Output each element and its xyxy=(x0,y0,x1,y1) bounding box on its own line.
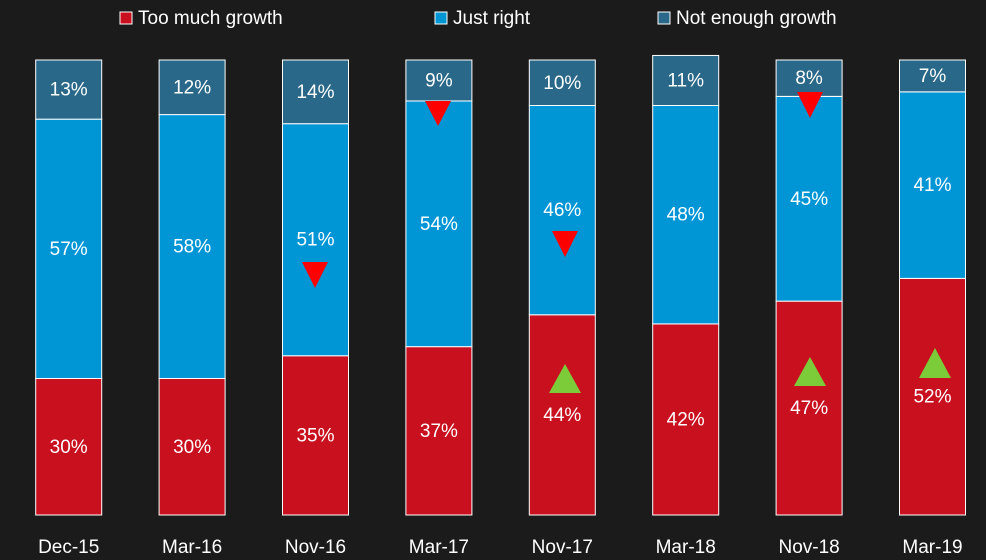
bar-segment xyxy=(158,114,226,379)
data-label: 10% xyxy=(543,73,581,94)
x-tick-label: Mar-17 xyxy=(409,537,469,558)
data-label: 7% xyxy=(919,66,947,87)
bar-segment xyxy=(405,59,473,102)
bar-segment xyxy=(528,105,596,316)
data-label: 46% xyxy=(543,200,581,221)
bars xyxy=(35,54,966,516)
data-label: 9% xyxy=(425,70,453,91)
data-label: 52% xyxy=(913,387,951,408)
data-label: 51% xyxy=(296,230,334,251)
bar-segment xyxy=(899,91,966,279)
legend-label: Just right xyxy=(453,8,531,29)
x-tick-label: Dec-15 xyxy=(38,537,99,558)
bar-segment xyxy=(775,95,843,302)
data-label: 42% xyxy=(667,409,705,430)
bar-segment xyxy=(652,323,720,516)
bar-segment xyxy=(158,378,226,516)
x-tick-label: Nov-17 xyxy=(532,537,593,558)
bar-segment xyxy=(899,59,966,93)
down-arrow xyxy=(425,101,451,126)
data-label: 58% xyxy=(173,237,211,258)
bar-segment xyxy=(158,59,226,116)
up-arrow xyxy=(549,364,581,393)
legend-label: Not enough growth xyxy=(676,8,837,29)
data-label: 30% xyxy=(173,437,211,458)
data-label: 11% xyxy=(667,70,704,91)
bar-segment xyxy=(652,105,720,325)
x-tick-label: Mar-18 xyxy=(656,537,716,558)
data-label: 57% xyxy=(50,239,88,260)
x-tick-label: Mar-19 xyxy=(902,537,962,558)
bar-segment xyxy=(775,59,843,97)
data-label: 48% xyxy=(667,205,705,226)
bar-segment xyxy=(405,100,473,348)
data-label: 30% xyxy=(50,437,88,458)
bar-segment xyxy=(282,355,349,516)
bar-segment xyxy=(528,314,596,516)
down-arrow xyxy=(552,231,578,257)
data-label: 41% xyxy=(913,175,951,196)
data-label: 47% xyxy=(790,398,828,419)
data-label: 35% xyxy=(296,425,334,446)
legend-swatch xyxy=(434,11,448,25)
x-tick-label: Mar-16 xyxy=(162,537,222,558)
bar-segment xyxy=(899,277,966,516)
bar-segment xyxy=(405,346,473,516)
legend-label: Too much growth xyxy=(138,8,283,29)
data-label: 37% xyxy=(420,421,458,442)
data-label: 44% xyxy=(543,405,581,426)
legend-swatch xyxy=(657,11,671,25)
change-indicators xyxy=(302,92,951,393)
x-tick-label: Nov-16 xyxy=(285,537,346,558)
bar-segment xyxy=(528,59,596,106)
data-label: 13% xyxy=(50,80,88,101)
up-arrow xyxy=(919,348,951,378)
data-label: 12% xyxy=(173,77,211,98)
down-arrow xyxy=(797,92,823,118)
bar-segment xyxy=(35,378,103,516)
bar-segment xyxy=(35,59,103,120)
bar-segment xyxy=(282,123,349,357)
bar-segment xyxy=(282,59,349,125)
legend-swatch xyxy=(119,11,133,25)
bar-segment xyxy=(775,300,843,516)
data-label: 8% xyxy=(795,68,823,89)
bar-segment xyxy=(652,54,720,106)
up-arrow xyxy=(794,357,826,386)
data-label: 54% xyxy=(420,214,458,235)
down-arrow xyxy=(302,262,328,288)
data-label: 14% xyxy=(296,82,334,103)
x-tick-label: Nov-18 xyxy=(778,537,839,558)
data-label: 45% xyxy=(790,189,828,210)
